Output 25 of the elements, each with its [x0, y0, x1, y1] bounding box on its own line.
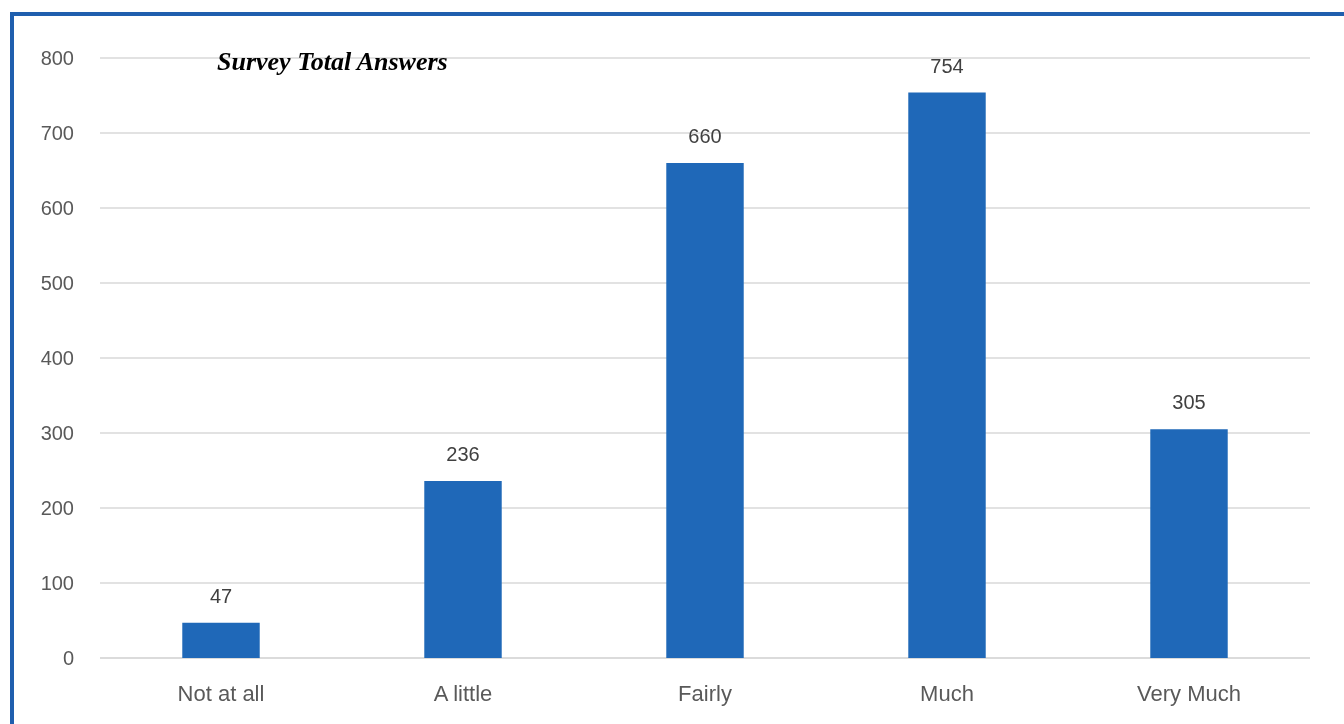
y-tick-label: 400 — [40, 347, 74, 369]
data-label: 660 — [688, 125, 722, 147]
data-label: 305 — [1172, 391, 1206, 414]
data-label: 236 — [446, 443, 480, 465]
data-label: 47 — [209, 584, 233, 607]
x-tick-label: Fairly — [678, 681, 732, 706]
data-label: 754 — [930, 54, 964, 77]
y-tick-label: 800 — [40, 47, 74, 69]
bar — [666, 163, 744, 658]
x-tick-label: Much — [920, 681, 974, 706]
chart-title: Survey Total Answers — [217, 47, 448, 76]
y-tick-label: 200 — [40, 497, 74, 519]
y-tick-label: 0 — [62, 647, 74, 669]
y-tick-label: 700 — [40, 122, 74, 144]
bar — [908, 92, 986, 658]
bar — [182, 622, 260, 658]
y-tick-label: 100 — [40, 572, 74, 594]
x-tick-label: A little — [433, 681, 493, 706]
x-tick-label: Very Much — [1137, 681, 1241, 706]
y-tick-label: 300 — [40, 422, 74, 444]
y-tick-label: 500 — [40, 272, 74, 294]
bar — [1150, 429, 1228, 658]
x-tick-label: Not at all — [177, 681, 265, 706]
y-tick-label: 600 — [40, 197, 74, 219]
bar — [424, 481, 502, 658]
